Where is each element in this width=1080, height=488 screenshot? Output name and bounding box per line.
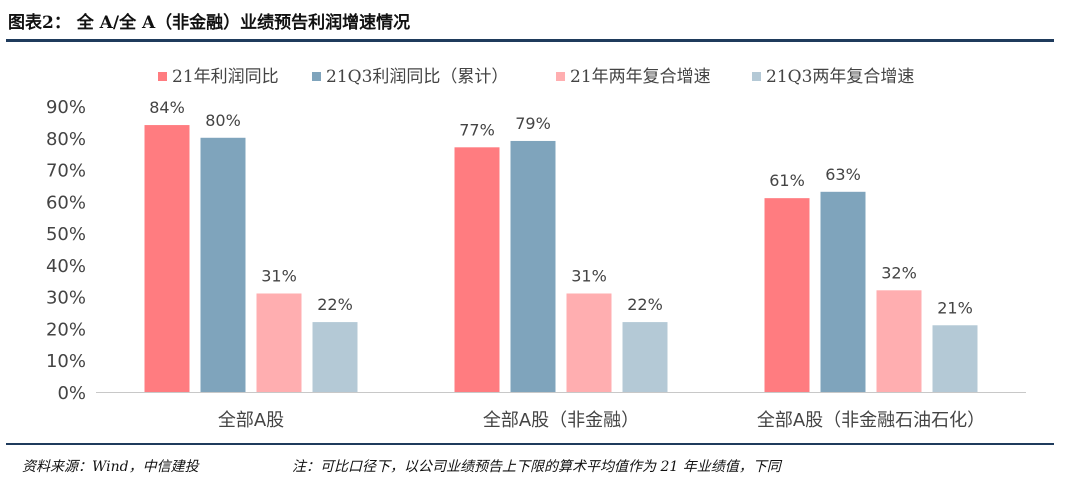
legend-label: 21年两年复合增速 <box>570 67 711 87</box>
data-label: 80% <box>205 111 241 130</box>
bar <box>144 125 190 393</box>
data-label: 63% <box>825 165 861 184</box>
bar <box>312 322 358 392</box>
legend-swatch <box>752 72 761 81</box>
y-tick-label: 0% <box>57 383 86 404</box>
data-label: 22% <box>317 295 353 314</box>
figure-title: 图表2： 全 A/全 A（非金融）业绩预告利润增速情况 <box>8 13 411 33</box>
bar <box>764 198 810 392</box>
data-label: 21% <box>937 298 973 317</box>
y-axis: 0% 10% 20% 30% 40% 50% 60% 70% 80% 90% <box>46 97 86 404</box>
data-labels: 84% 80% 31% 22% 77% 79% 31% 22% 61% 63% 32% 21% <box>149 98 973 317</box>
legend-swatch <box>556 72 565 81</box>
data-label: 31% <box>261 266 297 285</box>
x-tick-label: 全部A股 <box>218 410 284 431</box>
data-label: 84% <box>149 98 185 117</box>
x-tick-label: 全部A股（非金融石油石化） <box>757 410 985 431</box>
bar <box>820 191 866 392</box>
bar-chart: 21年利润同比 21Q3利润同比（累计） 21年两年复合增速 21Q3两年复合增速 0… <box>46 67 1026 431</box>
x-tick-label: 全部A股（非金融） <box>483 410 639 431</box>
y-tick-label: 60% <box>46 192 86 213</box>
data-label: 61% <box>769 171 805 190</box>
chart-legend: 21年利润同比 21Q3利润同比（累计） 21年两年复合增速 21Q3两年复合增速 <box>158 67 914 87</box>
y-tick-label: 80% <box>46 129 86 150</box>
bar <box>876 290 922 392</box>
bar <box>566 293 612 392</box>
legend-swatch <box>158 72 167 81</box>
legend-label: 21Q3两年复合增速 <box>766 67 914 87</box>
data-label: 79% <box>515 114 551 133</box>
data-label: 77% <box>459 120 495 139</box>
title-rule <box>6 39 1054 42</box>
data-label: 31% <box>571 266 607 285</box>
bar <box>454 147 500 392</box>
data-label: 22% <box>627 295 663 314</box>
bar <box>622 322 668 392</box>
y-tick-label: 50% <box>46 224 86 245</box>
y-tick-label: 40% <box>46 256 86 277</box>
bar <box>200 137 246 392</box>
y-tick-label: 20% <box>46 319 86 340</box>
bar <box>510 140 556 392</box>
legend-swatch <box>312 72 321 81</box>
y-tick-label: 90% <box>46 97 86 118</box>
x-axis: 全部A股 全部A股（非金融） 全部A股（非金融石油石化） <box>96 392 1026 431</box>
footer-rule <box>6 443 1054 445</box>
y-tick-label: 30% <box>46 288 86 309</box>
data-label: 32% <box>881 263 917 282</box>
bar <box>256 293 302 392</box>
bar-series <box>144 125 978 393</box>
footnote: 注：可比口径下，以公司业绩预告上下限的算术平均值作为 21 年业绩值，下同 <box>292 459 781 475</box>
legend-label: 21Q3利润同比（累计） <box>326 67 508 87</box>
bar <box>932 325 978 392</box>
source-note: 资料来源：Wind，中信建投 <box>22 459 199 475</box>
legend-label: 21年利润同比 <box>172 67 279 87</box>
y-tick-label: 70% <box>46 161 86 182</box>
y-tick-label: 10% <box>46 351 86 372</box>
